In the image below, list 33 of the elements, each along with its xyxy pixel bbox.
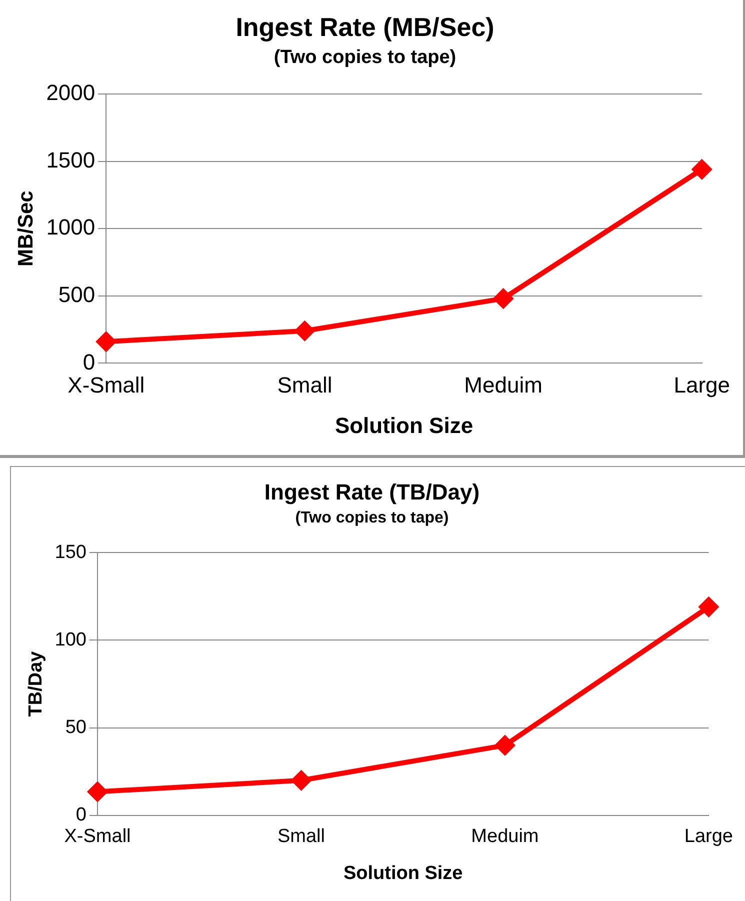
y-axis-title: MB/Sec	[14, 190, 38, 267]
x-axis-title: Solution Size	[343, 862, 463, 884]
chart-subtitle: (Two copies to tape)	[295, 509, 449, 526]
y-tick-label: 150	[54, 542, 86, 563]
chart-subtitle: (Two copies to tape)	[274, 46, 456, 68]
point	[292, 770, 311, 790]
point	[295, 321, 314, 340]
x-tick-label: Small	[277, 826, 325, 848]
y-tick-label: 0	[76, 804, 86, 826]
x-tick-label: Meduim	[471, 826, 539, 848]
y-axis-title: TB/Day	[26, 650, 47, 717]
point	[692, 160, 712, 179]
x-tick-label: Small	[277, 372, 332, 398]
chart-title: Ingest Rate (MB/Sec)	[236, 12, 494, 42]
point	[495, 736, 514, 755]
x-tick-label: Meduim	[464, 372, 542, 398]
x-tick-label: X-Small	[68, 372, 145, 398]
y-tick-label: 0	[82, 349, 96, 374]
point	[96, 332, 116, 352]
y-tick-label: 500	[58, 282, 96, 307]
point	[699, 597, 718, 616]
y-tick-label: 1000	[46, 214, 96, 240]
x-tick-label: Large	[684, 826, 734, 848]
chart-title: Ingest Rate (TB/Day)	[264, 479, 480, 504]
y-tick-label: 2000	[46, 80, 96, 106]
y-tick-label: 1500	[46, 147, 96, 172]
x-tick-label: Large	[674, 372, 730, 398]
y-tick-label: 50	[65, 717, 86, 738]
point	[88, 782, 107, 802]
x-axis-title: Solution Size	[334, 412, 474, 438]
x-tick-label: X-Small	[64, 826, 131, 848]
point	[494, 289, 513, 308]
y-tick-label: 100	[54, 629, 86, 650]
